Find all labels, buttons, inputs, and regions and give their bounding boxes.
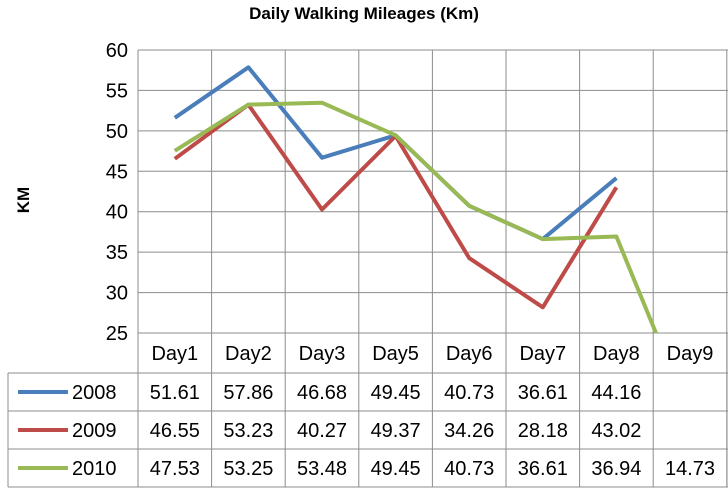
data-label: 34.26: [444, 420, 494, 442]
data-label: 44.16: [591, 382, 641, 404]
y-tick-label: 60: [106, 40, 128, 62]
y-axis-ticks: 25 30 35 40 45 50 55 60: [106, 40, 128, 345]
data-label: 36.61: [518, 458, 568, 480]
y-tick-label: 55: [106, 80, 128, 102]
data-label: 53.23: [223, 420, 273, 442]
legend-label: 2008: [72, 382, 117, 404]
data-label: 53.48: [297, 458, 347, 480]
x-tick-label: Day5: [372, 343, 419, 365]
x-tick-label: Day6: [446, 343, 493, 365]
data-label: 51.61: [150, 382, 200, 404]
x-tick-label: Day8: [593, 343, 640, 365]
x-tick-label: Day9: [667, 343, 714, 365]
y-tick-label: 30: [106, 283, 128, 305]
data-label: 49.45: [371, 458, 421, 480]
data-label: 40.27: [297, 420, 347, 442]
data-label: 46.55: [150, 420, 200, 442]
data-label: 28.18: [518, 420, 568, 442]
y-tick-label: 25: [106, 323, 128, 345]
data-label: 47.53: [150, 458, 200, 480]
data-label: 40.73: [444, 458, 494, 480]
legend-label: 2009: [72, 420, 117, 442]
series-lines: [173, 65, 659, 333]
data-label: 57.86: [223, 382, 273, 404]
y-tick-label: 50: [106, 121, 128, 143]
data-label: 36.94: [591, 458, 641, 480]
data-label: 53.25: [223, 458, 273, 480]
data-label: 36.61: [518, 382, 568, 404]
x-tick-label: Day1: [151, 343, 198, 365]
x-tick-label: Day3: [299, 343, 346, 365]
gridlines: [137, 49, 728, 487]
data-label: 46.68: [297, 382, 347, 404]
data-label: 40.73: [444, 382, 494, 404]
chart-title: Daily Walking Mileages (Km): [249, 4, 479, 23]
x-tick-label: Day2: [225, 343, 272, 365]
series-line-2008: [173, 65, 618, 242]
y-tick-label: 35: [106, 242, 128, 264]
x-tick-label: Day7: [519, 343, 566, 365]
series-line-2010: [173, 100, 659, 333]
data-label: 14.73: [665, 458, 715, 480]
y-tick-label: 40: [106, 202, 128, 224]
y-tick-label: 45: [106, 161, 128, 183]
data-label: 49.37: [371, 420, 421, 442]
data-label: 49.45: [371, 382, 421, 404]
legend-label: 2010: [72, 458, 117, 480]
data-table: Day1 Day2 Day3 Day5 Day6 Day7 Day8 Day9 2008 51.6…: [7, 333, 728, 488]
data-label: 43.02: [591, 420, 641, 442]
